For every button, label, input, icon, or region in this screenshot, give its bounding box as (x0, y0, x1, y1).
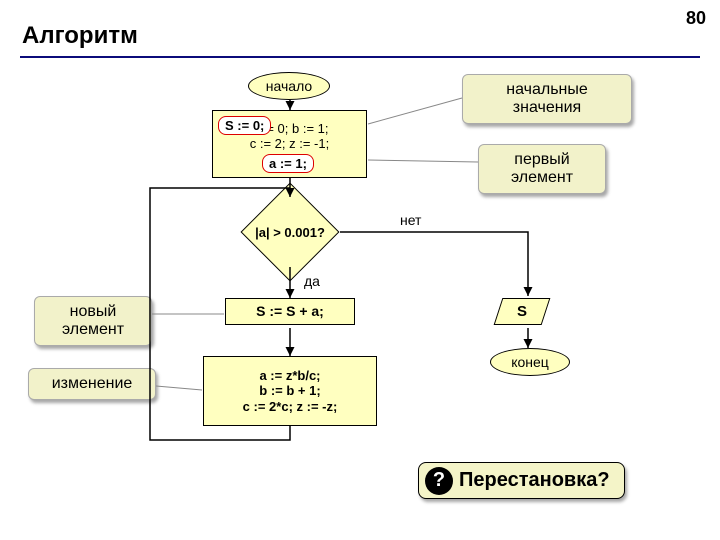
callout-new-element: новый элемент (34, 296, 152, 346)
node-next: a := z*b/c; b := b + 1; c := 2*c; z := -… (203, 356, 377, 426)
question-icon: ? (425, 467, 453, 495)
callout-initial-values: начальные значения (462, 74, 632, 124)
node-output: S (494, 298, 551, 325)
question-text: Перестановка? (459, 469, 610, 491)
node-start: начало (248, 72, 330, 100)
callout-first-element: первый элемент (478, 144, 606, 194)
callout-change: изменение (28, 368, 156, 400)
title-rule (20, 56, 700, 58)
init-highlight-2: a := 1; (262, 154, 314, 173)
label-no: нет (400, 212, 421, 228)
page-number: 80 (686, 8, 706, 29)
node-condition: |a| > 0.001? (240, 197, 340, 267)
node-sum: S := S + a; (225, 298, 355, 325)
label-yes: да (304, 273, 320, 289)
page-title: Алгоритм (22, 22, 138, 50)
node-end: конец (490, 348, 570, 376)
init-highlight-1: S := 0; (218, 116, 271, 135)
question-box: ? Перестановка? (418, 462, 625, 499)
